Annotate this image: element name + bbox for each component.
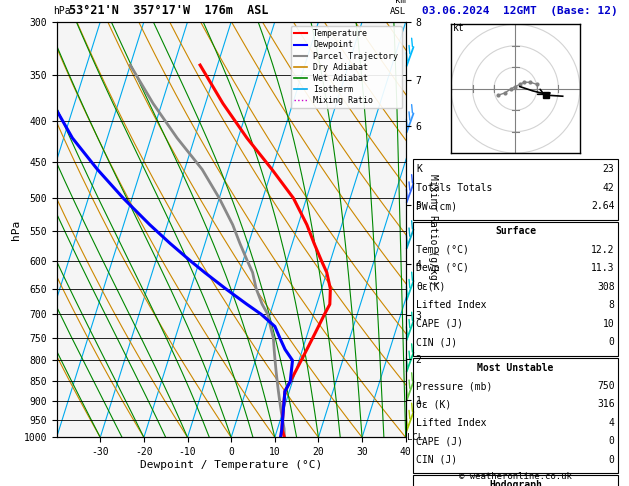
Text: 23: 23 xyxy=(603,164,615,174)
Text: hPa: hPa xyxy=(53,5,71,16)
Text: km
ASL: km ASL xyxy=(389,0,406,16)
Text: 316: 316 xyxy=(597,399,615,410)
Text: 0: 0 xyxy=(609,337,615,347)
Text: K: K xyxy=(416,164,422,174)
Text: kt: kt xyxy=(454,23,465,33)
Text: Pressure (mb): Pressure (mb) xyxy=(416,381,493,391)
Text: CIN (J): CIN (J) xyxy=(416,337,457,347)
Text: 10: 10 xyxy=(603,319,615,329)
Legend: Temperature, Dewpoint, Parcel Trajectory, Dry Adiabat, Wet Adiabat, Isotherm, Mi: Temperature, Dewpoint, Parcel Trajectory… xyxy=(291,26,401,108)
Text: 750: 750 xyxy=(597,381,615,391)
Text: Temp (°C): Temp (°C) xyxy=(416,245,469,255)
Text: 0: 0 xyxy=(609,455,615,465)
Text: Most Unstable: Most Unstable xyxy=(477,363,554,373)
Text: 03.06.2024  12GMT  (Base: 12): 03.06.2024 12GMT (Base: 12) xyxy=(422,5,618,16)
Text: θε(K): θε(K) xyxy=(416,282,446,292)
Text: LCL: LCL xyxy=(408,433,423,442)
X-axis label: Dewpoint / Temperature (°C): Dewpoint / Temperature (°C) xyxy=(140,460,322,470)
Y-axis label: hPa: hPa xyxy=(11,220,21,240)
Text: Lifted Index: Lifted Index xyxy=(416,418,487,428)
Text: 2.64: 2.64 xyxy=(591,201,615,211)
Text: 0: 0 xyxy=(609,436,615,447)
Text: 53°21'N  357°17'W  176m  ASL: 53°21'N 357°17'W 176m ASL xyxy=(69,3,269,17)
Text: 12.2: 12.2 xyxy=(591,245,615,255)
Text: Totals Totals: Totals Totals xyxy=(416,183,493,193)
Text: CAPE (J): CAPE (J) xyxy=(416,436,464,447)
Text: Hodograph: Hodograph xyxy=(489,480,542,486)
Text: 42: 42 xyxy=(603,183,615,193)
Text: CIN (J): CIN (J) xyxy=(416,455,457,465)
Text: 308: 308 xyxy=(597,282,615,292)
Text: © weatheronline.co.uk: © weatheronline.co.uk xyxy=(459,472,572,481)
Text: 8: 8 xyxy=(609,300,615,311)
Text: PW (cm): PW (cm) xyxy=(416,201,457,211)
Text: CAPE (J): CAPE (J) xyxy=(416,319,464,329)
Text: Dewp (°C): Dewp (°C) xyxy=(416,263,469,274)
Text: θε (K): θε (K) xyxy=(416,399,452,410)
Text: 11.3: 11.3 xyxy=(591,263,615,274)
Y-axis label: Mixing Ratio (g/kg): Mixing Ratio (g/kg) xyxy=(428,174,438,285)
Text: Surface: Surface xyxy=(495,226,536,237)
Text: Lifted Index: Lifted Index xyxy=(416,300,487,311)
Text: 4: 4 xyxy=(609,418,615,428)
